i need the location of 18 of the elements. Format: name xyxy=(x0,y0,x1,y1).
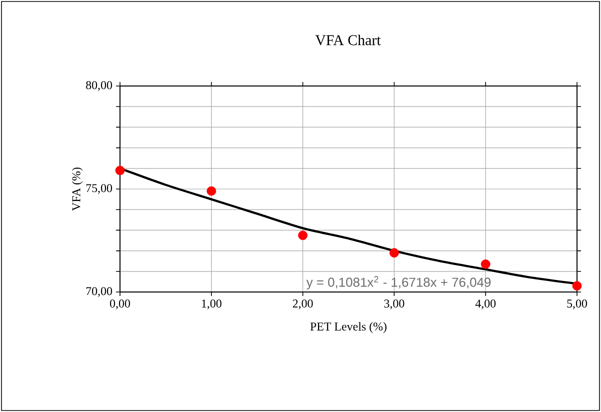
x-tick-label: 5,00 xyxy=(567,300,588,310)
point xyxy=(390,248,399,258)
point xyxy=(298,230,308,240)
y-axis-title: VFA (%) xyxy=(72,168,83,211)
x-axis-title: PET Levels (%) xyxy=(310,322,386,333)
y-tick-label: 80,00 xyxy=(86,81,112,91)
y-tick-label: 75,00 xyxy=(86,184,112,194)
x-tick-label: 2,00 xyxy=(292,300,313,310)
x-tick-label: 0,00 xyxy=(110,300,130,310)
point xyxy=(206,186,216,196)
x-tick-label: 1,00 xyxy=(202,300,222,310)
x-tick-label: 3,00 xyxy=(384,300,404,310)
y-tick-label: 70,00 xyxy=(86,287,112,297)
chart-title: VFA Chart xyxy=(315,34,381,46)
point xyxy=(115,166,125,176)
x-tick-label: 4,00 xyxy=(475,300,496,310)
point xyxy=(572,281,582,291)
point xyxy=(480,259,490,269)
